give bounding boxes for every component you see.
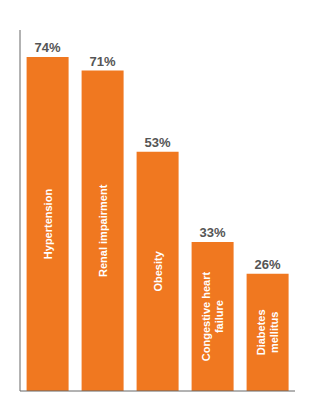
svg-text:26%: 26% [255, 257, 281, 272]
svg-text:33%: 33% [200, 225, 226, 240]
svg-text:53%: 53% [145, 135, 171, 150]
svg-text:71%: 71% [90, 54, 116, 69]
svg-text:Renal impairment: Renal impairment [97, 184, 109, 277]
svg-text:Congestive heartfailure: Congestive heartfailure [200, 272, 225, 362]
svg-text:74%: 74% [35, 40, 61, 55]
svg-text:Hypertension: Hypertension [42, 189, 54, 260]
svg-text:Diabetesmellitus: Diabetesmellitus [255, 309, 280, 355]
svg-text:Obesity: Obesity [152, 250, 164, 291]
